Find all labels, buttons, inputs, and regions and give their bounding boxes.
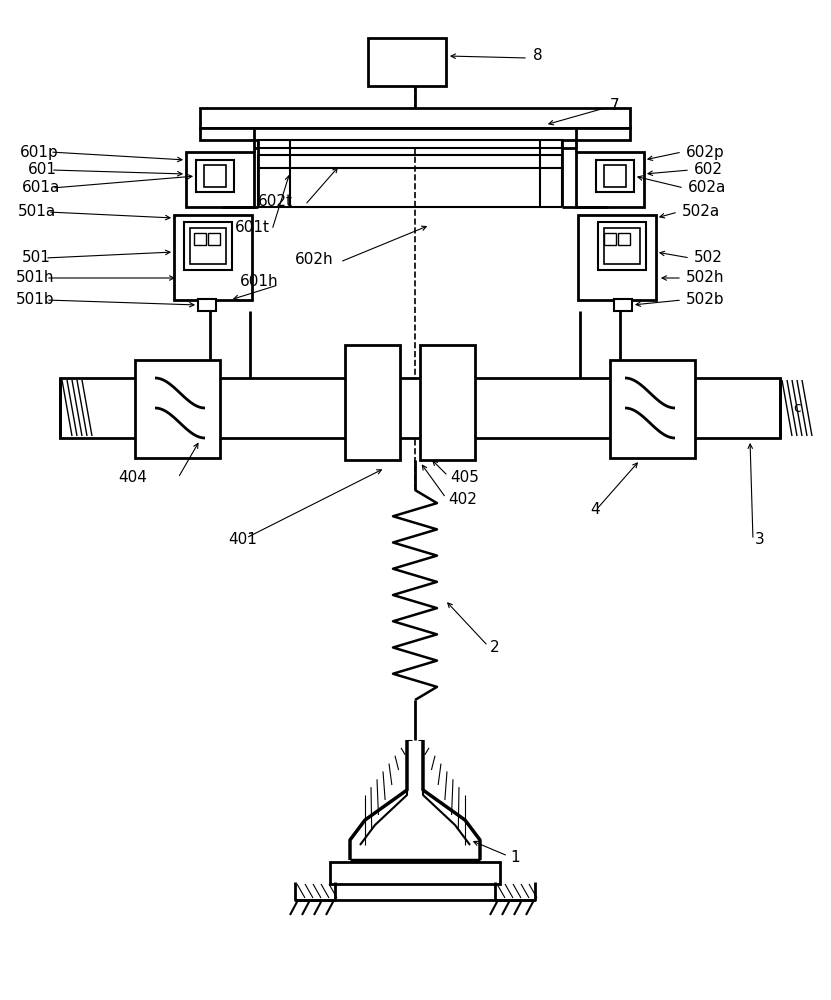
Bar [610, 360, 695, 458]
Bar [135, 360, 220, 458]
Text: 4: 4 [590, 502, 600, 518]
Text: 401: 401 [228, 532, 257, 548]
Text: 601a: 601a [22, 180, 61, 196]
Bar [258, 140, 562, 148]
Text: 501: 501 [22, 250, 51, 265]
Text: c: c [793, 401, 800, 415]
Text: 601: 601 [28, 162, 57, 178]
Text: 602a: 602a [688, 180, 726, 196]
Text: 502b: 502b [686, 292, 725, 308]
Text: 501a: 501a [18, 205, 57, 220]
Text: 602t: 602t [258, 194, 293, 210]
Text: 501b: 501b [16, 292, 55, 308]
Bar [184, 222, 232, 270]
Bar [578, 215, 656, 300]
Text: 602h: 602h [295, 252, 333, 267]
Bar [604, 233, 616, 245]
Bar [345, 345, 400, 460]
Bar [420, 345, 475, 460]
Bar [596, 160, 634, 192]
Text: 602: 602 [694, 162, 723, 178]
Bar [200, 128, 630, 140]
Text: 404: 404 [118, 471, 147, 486]
Bar [618, 233, 630, 245]
Text: 502a: 502a [682, 205, 720, 220]
Bar [204, 165, 226, 187]
Text: 405: 405 [450, 471, 479, 486]
Text: 601h: 601h [240, 274, 278, 290]
Text: 2: 2 [490, 641, 499, 656]
Bar [196, 160, 234, 192]
Bar [186, 152, 254, 207]
Bar [190, 228, 226, 264]
Bar [208, 233, 220, 245]
Text: 402: 402 [448, 492, 477, 508]
Bar [198, 299, 216, 311]
Text: 1: 1 [510, 850, 519, 865]
Text: 502: 502 [694, 250, 723, 265]
Bar [330, 862, 500, 884]
Text: 3: 3 [755, 532, 765, 548]
Text: 502h: 502h [686, 270, 725, 286]
Text: 7: 7 [610, 99, 620, 113]
Bar [576, 152, 644, 207]
Bar [598, 222, 646, 270]
Bar [614, 299, 632, 311]
Text: 601t: 601t [235, 220, 270, 234]
Text: 602p: 602p [686, 144, 725, 159]
Text: 501h: 501h [16, 270, 55, 286]
Bar [368, 38, 446, 86]
Bar [194, 233, 206, 245]
Text: 8: 8 [533, 48, 543, 64]
Bar [174, 215, 252, 300]
Bar [604, 228, 640, 264]
Bar [604, 165, 626, 187]
Text: 601p: 601p [20, 144, 59, 159]
Bar [200, 108, 630, 128]
Bar [60, 378, 780, 438]
